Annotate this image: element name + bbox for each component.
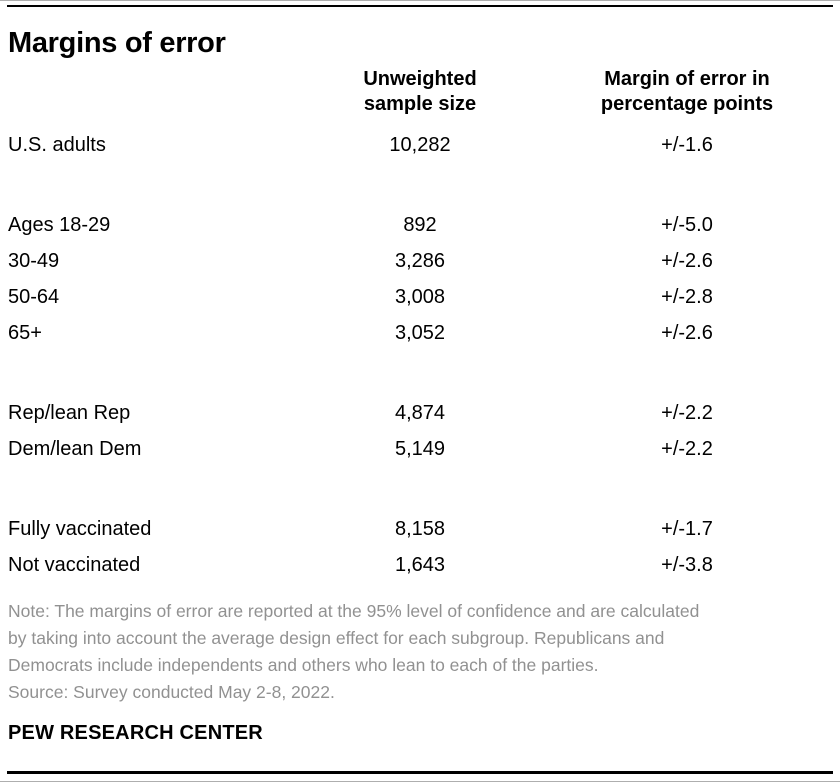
column-header-sample-size: Unweighted sample size: [363, 68, 477, 115]
row-label: U.S. adults: [8, 134, 106, 156]
table-body: U.S. adults 10,282 +/-1.6 Ages 18-29 892 +/-5…: [0, 127, 840, 583]
table-row: Rep/lean Rep 4,874 +/-2.2: [0, 395, 840, 431]
row-label: 65+: [8, 322, 42, 344]
table-row: Fully vaccinated 8,158 +/-1.7: [0, 511, 840, 547]
table-row: Dem/lean Dem 5,149 +/-2.2: [0, 431, 840, 467]
row-label: 50-64: [8, 286, 60, 308]
sample-size-value: 3,286: [394, 250, 446, 272]
row-label: 30-49: [8, 250, 60, 272]
sample-size-value: 1,643: [394, 554, 446, 576]
table-row: 65+ 3,052 +/-2.6: [0, 315, 840, 351]
row-label: Fully vaccinated: [8, 518, 152, 540]
margin-of-error-value: +/-2.8: [661, 286, 713, 308]
row-label: Dem/lean Dem: [8, 438, 142, 460]
margin-of-error-value: +/-2.2: [661, 402, 713, 424]
column-header-margin-of-error: Margin of error in percentage points: [600, 68, 774, 115]
brand-footer: PEW RESEARCH CENTER: [8, 722, 263, 744]
bottom-rule: [7, 771, 833, 774]
page-title: Margins of error: [8, 27, 226, 59]
source-line: Source: Survey conducted May 2-8, 2022.: [8, 682, 335, 702]
sample-size-value: 892: [403, 214, 437, 236]
sample-size-value: 5,149: [394, 438, 446, 460]
table-row: Not vaccinated 1,643 +/-3.8: [0, 547, 840, 583]
sample-size-value: 8,158: [394, 518, 446, 540]
margin-of-error-value: +/-5.0: [661, 214, 713, 236]
margin-of-error-value: +/-2.6: [661, 250, 713, 272]
sample-size-value: 3,008: [394, 286, 446, 308]
sample-size-value: 4,874: [394, 402, 446, 424]
sample-size-value: 10,282: [389, 134, 451, 156]
margin-of-error-value: +/-2.2: [661, 438, 713, 460]
margin-of-error-value: +/-1.6: [661, 134, 713, 156]
margin-of-error-value: +/-3.8: [661, 554, 713, 576]
table-row: 30-49 3,286 +/-2.6: [0, 243, 840, 279]
top-rule: [7, 5, 833, 7]
table-row: U.S. adults 10,282 +/-1.6: [0, 127, 840, 163]
row-label: Ages 18-29: [8, 214, 111, 236]
sample-size-value: 3,052: [394, 322, 446, 344]
row-label: Rep/lean Rep: [8, 402, 131, 424]
top-border-hairline: [0, 0, 840, 1]
margin-of-error-value: +/-1.7: [661, 518, 713, 540]
table-row: Ages 18-29 892 +/-5.0: [0, 207, 840, 243]
note-line: Note: The margins of error are reported …: [8, 601, 700, 621]
note-line: Democrats include independents and other…: [8, 655, 599, 675]
notes-block: Note: The margins of error are reported …: [8, 598, 820, 706]
margin-of-error-value: +/-2.6: [661, 322, 713, 344]
table-row: 50-64 3,008 +/-2.8: [0, 279, 840, 315]
note-line: by taking into account the average desig…: [8, 628, 665, 648]
row-label: Not vaccinated: [8, 554, 141, 576]
